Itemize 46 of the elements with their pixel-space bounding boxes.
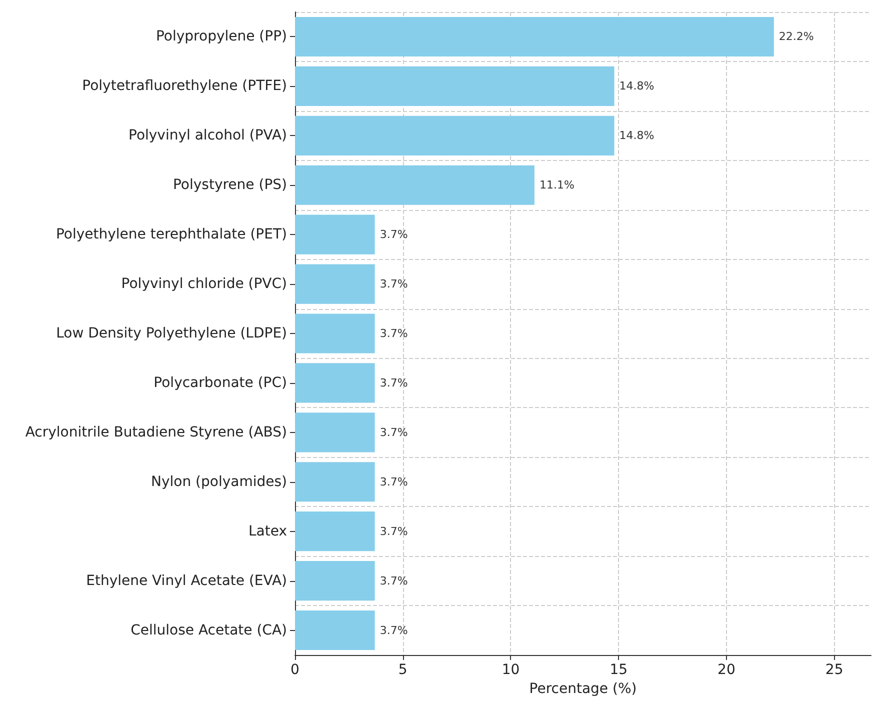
x-tick-label: 0: [290, 662, 300, 678]
data-label: 3.7%: [380, 327, 408, 340]
data-label: 3.7%: [380, 524, 408, 538]
y-tick-label: Low Density Polyethylene (LDPE): [56, 326, 287, 342]
x-tick-label: 25: [825, 662, 844, 678]
y-tick-label: Latex: [248, 523, 287, 540]
data-label: 3.7%: [380, 278, 408, 291]
x-tick-label: 10: [502, 662, 520, 678]
data-label: 14.8%: [619, 80, 654, 93]
y-tick-label: Acrylonitrile Butadiene Styrene (ABS): [25, 424, 287, 440]
y-tick-label: Polyvinyl alcohol (PVA): [128, 128, 287, 144]
x-tick-label: 5: [398, 662, 408, 678]
bar: [295, 116, 614, 156]
bar: [295, 512, 375, 552]
bar: [295, 412, 375, 452]
data-label: 22.2%: [778, 30, 814, 44]
y-tick-label: Nylon (polyamides): [151, 474, 287, 490]
data-label: 3.7%: [380, 475, 408, 488]
data-label: 14.8%: [619, 129, 654, 142]
bar: [295, 214, 375, 254]
bar: [295, 462, 375, 502]
data-label: 3.7%: [380, 624, 408, 637]
data-label: 3.7%: [380, 376, 408, 390]
y-tick-label: Polystyrene (PS): [172, 177, 287, 194]
y-tick-label: Polypropylene (PP): [156, 28, 287, 45]
x-tick-label: 15: [610, 662, 628, 678]
x-axis-title: Percentage (%): [529, 680, 637, 697]
data-label: 11.1%: [539, 178, 574, 192]
y-tick-label: Ethylene Vinyl Acetate (EVA): [86, 572, 287, 589]
bar: [295, 16, 774, 57]
x-tick-label: 20: [718, 662, 736, 678]
y-tick-label: Polyvinyl chloride (PVC): [121, 276, 287, 292]
data-label: 3.7%: [380, 228, 408, 242]
bar: [295, 561, 375, 601]
bar: [295, 314, 375, 354]
bar: [295, 610, 375, 650]
y-tick-label: Polyethylene terephthalate (PET): [56, 226, 287, 243]
y-tick-label: Polytetrafluorethylene (PTFE): [82, 78, 287, 94]
data-label: 3.7%: [380, 574, 408, 588]
bar: [295, 264, 375, 304]
data-label: 3.7%: [380, 426, 408, 439]
y-tick-label: Cellulose Acetate (CA): [130, 622, 287, 638]
y-tick-label: Polycarbonate (PC): [154, 374, 287, 391]
bar: [295, 363, 375, 403]
bar: [295, 66, 614, 106]
bar: [295, 165, 534, 205]
